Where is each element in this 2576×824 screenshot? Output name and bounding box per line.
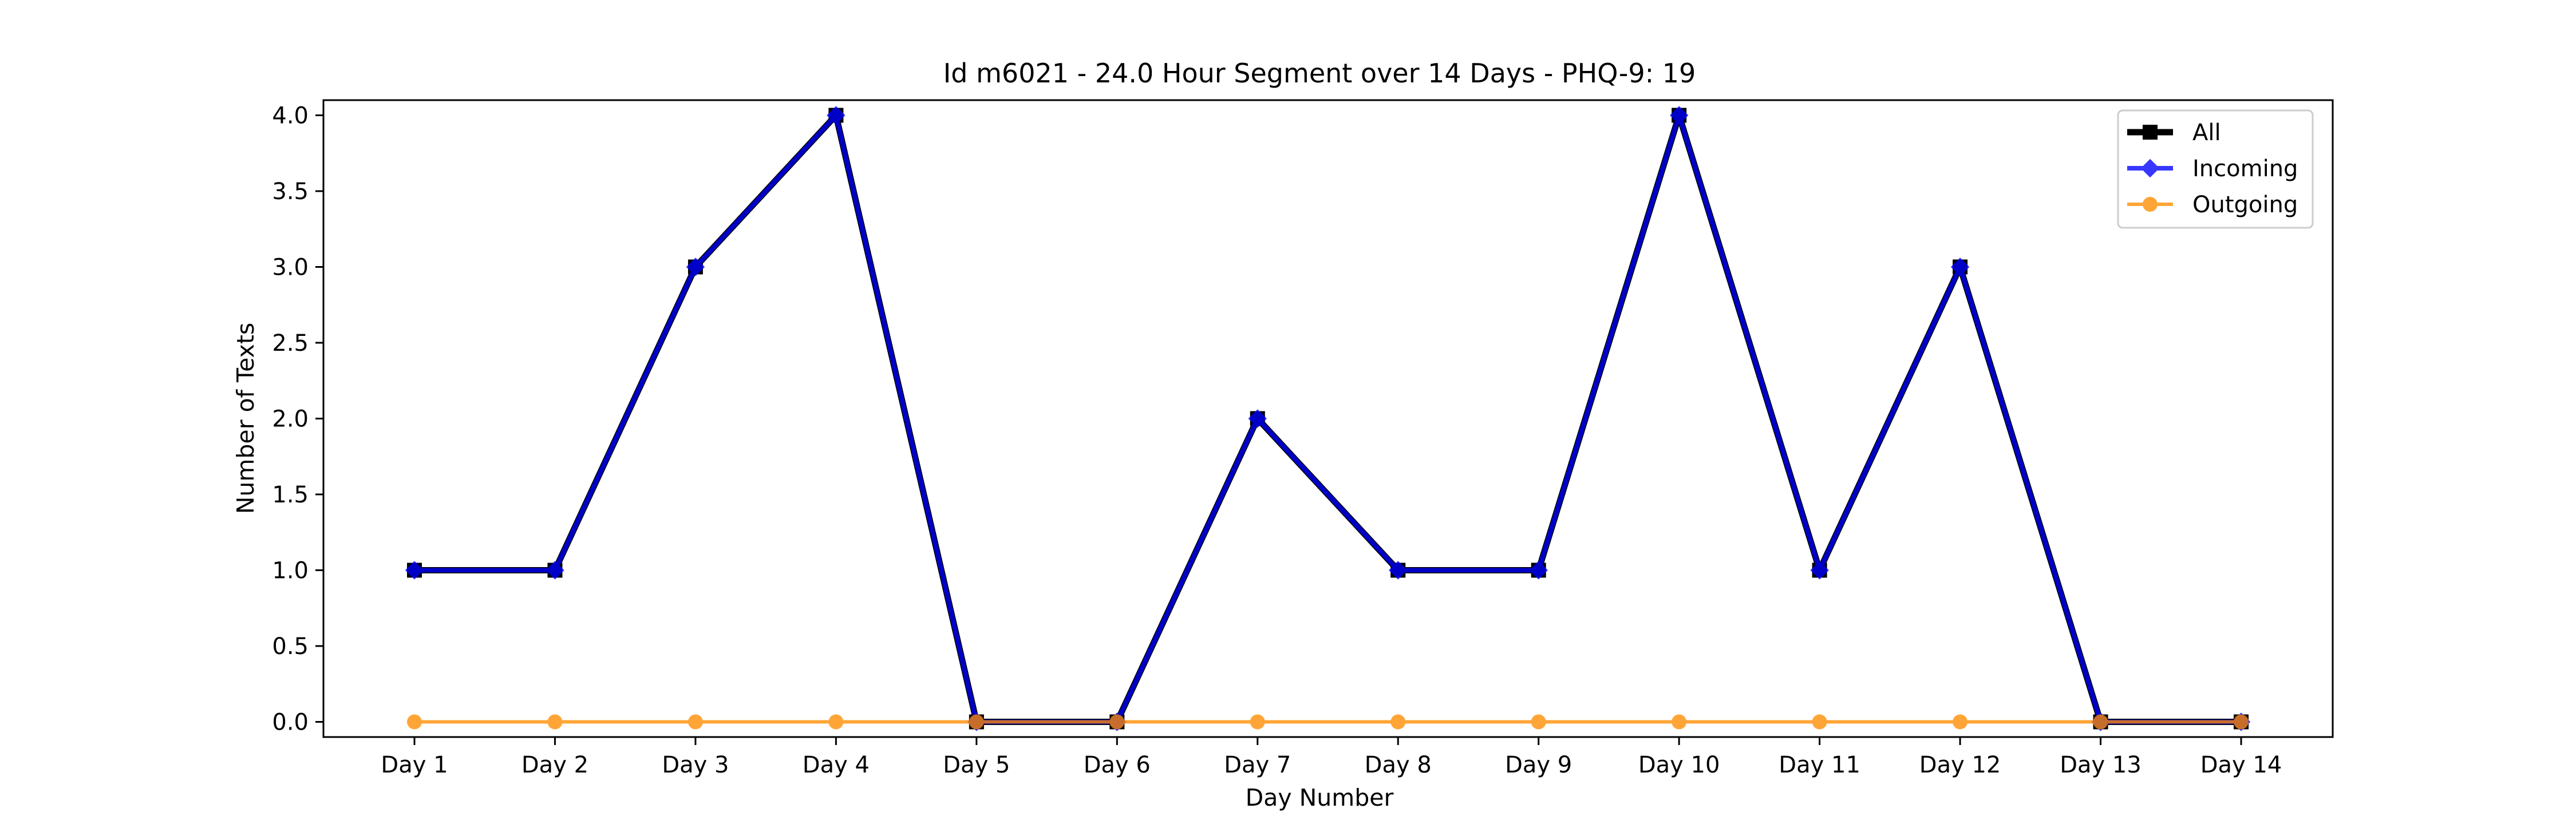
- x-tick-label: Day 14: [2200, 752, 2282, 778]
- series-all: [407, 108, 2249, 730]
- x-tick-label: Day 4: [803, 752, 870, 778]
- data-point: [686, 258, 705, 276]
- data-point: [1390, 714, 1406, 730]
- y-tick-label: 0.0: [272, 710, 309, 736]
- x-axis-label: Day Number: [1246, 784, 1394, 811]
- y-tick-label: 4.0: [272, 103, 309, 129]
- data-point: [827, 106, 846, 125]
- data-point: [1953, 714, 1968, 730]
- data-point: [1250, 714, 1265, 730]
- y-tick-label: 2.0: [272, 406, 309, 433]
- data-point: [828, 714, 844, 730]
- data-point: [2093, 714, 2108, 730]
- x-tick-label: Day 10: [1638, 752, 1720, 778]
- x-tick-label: Day 6: [1084, 752, 1151, 778]
- data-point: [546, 561, 564, 580]
- legend: All Incoming Outgoing: [2117, 109, 2314, 229]
- x-tick-label: Day 5: [943, 752, 1010, 778]
- y-tick-label: 1.5: [272, 482, 309, 508]
- y-axis-label: Number of Texts: [232, 323, 259, 514]
- chart-title: Id m6021 - 24.0 Hour Segment over 14 Day…: [943, 58, 1696, 89]
- y-tick-label: 3.0: [272, 255, 309, 281]
- legend-box: [2117, 109, 2314, 229]
- y-tick-label: 3.5: [272, 179, 309, 205]
- x-tick-label: Day 3: [662, 752, 729, 778]
- data-point: [2234, 714, 2249, 730]
- legend-entry-all: [2127, 125, 2173, 140]
- data-point: [1810, 561, 1829, 580]
- legend-marker: [2143, 125, 2158, 140]
- y-tick-label: 1.0: [272, 558, 309, 584]
- plot-area: Day 1 Day 2 Day 3 Day 4 Day 5 Day 6 Day 7 Day 8…: [272, 99, 2334, 778]
- legend-label: All: [2192, 120, 2221, 146]
- data-point: [1672, 714, 1687, 730]
- series-incoming: [405, 106, 2251, 731]
- legend-entry-incoming: [2127, 159, 2173, 178]
- data-point: [405, 561, 424, 580]
- data-point: [1529, 561, 1548, 580]
- legend-label: Incoming: [2192, 156, 2298, 182]
- y-tick-label: 2.5: [272, 330, 309, 356]
- x-tick-label: Day 1: [381, 752, 448, 778]
- x-tick-label: Day 7: [1224, 752, 1291, 778]
- x-tick-label: Day 12: [1919, 752, 2001, 778]
- x-tick-label: Day 11: [1779, 752, 1860, 778]
- data-point: [969, 714, 984, 730]
- data-point: [1109, 714, 1125, 730]
- x-tick-label: Day 13: [2060, 752, 2142, 778]
- series-outgoing: [407, 714, 2249, 730]
- x-tick-label: Day 9: [1505, 752, 1572, 778]
- data-point: [547, 714, 563, 730]
- x-tick-label: Day 2: [521, 752, 588, 778]
- data-point: [1812, 714, 1827, 730]
- data-point: [1669, 106, 1689, 125]
- y-tick-label: 0.5: [272, 633, 309, 660]
- data-point: [1248, 409, 1267, 428]
- legend-marker: [2140, 159, 2160, 178]
- legend-marker: [2143, 197, 2158, 212]
- legend-entry-outgoing: [2127, 197, 2173, 212]
- data-point: [1531, 714, 1546, 730]
- data-point: [407, 714, 422, 730]
- data-point: [688, 714, 703, 730]
- legend-label: Outgoing: [2192, 192, 2298, 218]
- series-line: [414, 112, 2241, 725]
- data-point: [1388, 561, 1408, 580]
- x-tick-label: Day 8: [1365, 752, 1432, 778]
- data-point: [1950, 258, 1970, 276]
- series-line: [414, 113, 2241, 724]
